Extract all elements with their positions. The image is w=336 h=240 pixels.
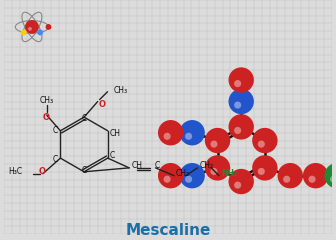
Text: NH₂: NH₂ — [221, 169, 237, 178]
Circle shape — [210, 168, 217, 175]
Circle shape — [164, 176, 171, 183]
Circle shape — [252, 155, 278, 180]
Circle shape — [283, 176, 290, 183]
Text: CH₃: CH₃ — [40, 96, 54, 105]
Circle shape — [28, 27, 32, 31]
Text: O: O — [42, 113, 49, 122]
Circle shape — [185, 133, 192, 140]
Circle shape — [258, 168, 265, 175]
Circle shape — [228, 67, 254, 93]
Circle shape — [164, 133, 171, 140]
Circle shape — [258, 141, 265, 148]
Circle shape — [185, 176, 192, 183]
Circle shape — [234, 181, 241, 189]
Circle shape — [330, 176, 336, 183]
Circle shape — [228, 89, 254, 114]
Text: C: C — [81, 166, 87, 175]
Circle shape — [228, 169, 254, 194]
Text: CH₂: CH₂ — [176, 169, 190, 178]
Text: Mescaline: Mescaline — [125, 222, 211, 238]
Text: C: C — [52, 126, 57, 135]
Circle shape — [46, 24, 51, 30]
Text: CH: CH — [131, 161, 142, 170]
Text: O: O — [99, 100, 106, 108]
Circle shape — [25, 20, 39, 34]
Circle shape — [21, 30, 27, 35]
Circle shape — [37, 30, 43, 35]
Text: C: C — [52, 155, 57, 164]
Circle shape — [234, 127, 241, 134]
Circle shape — [205, 128, 230, 153]
Circle shape — [179, 163, 205, 188]
Text: C: C — [81, 114, 87, 123]
Text: CH: CH — [110, 129, 121, 138]
Text: CH₃: CH₃ — [113, 86, 127, 95]
Circle shape — [158, 120, 183, 145]
Circle shape — [179, 120, 205, 145]
Circle shape — [228, 114, 254, 140]
Circle shape — [252, 128, 278, 153]
Text: H₃C: H₃C — [8, 167, 22, 176]
Text: CH₂: CH₂ — [200, 161, 214, 170]
Circle shape — [308, 176, 316, 183]
Circle shape — [324, 163, 336, 188]
Circle shape — [234, 102, 241, 109]
Text: O: O — [38, 167, 45, 176]
Text: C: C — [110, 151, 115, 160]
Circle shape — [205, 155, 230, 180]
Circle shape — [210, 141, 217, 148]
Circle shape — [234, 80, 241, 87]
Text: C: C — [155, 161, 160, 170]
Circle shape — [278, 163, 303, 188]
Circle shape — [303, 163, 328, 188]
Circle shape — [158, 163, 183, 188]
